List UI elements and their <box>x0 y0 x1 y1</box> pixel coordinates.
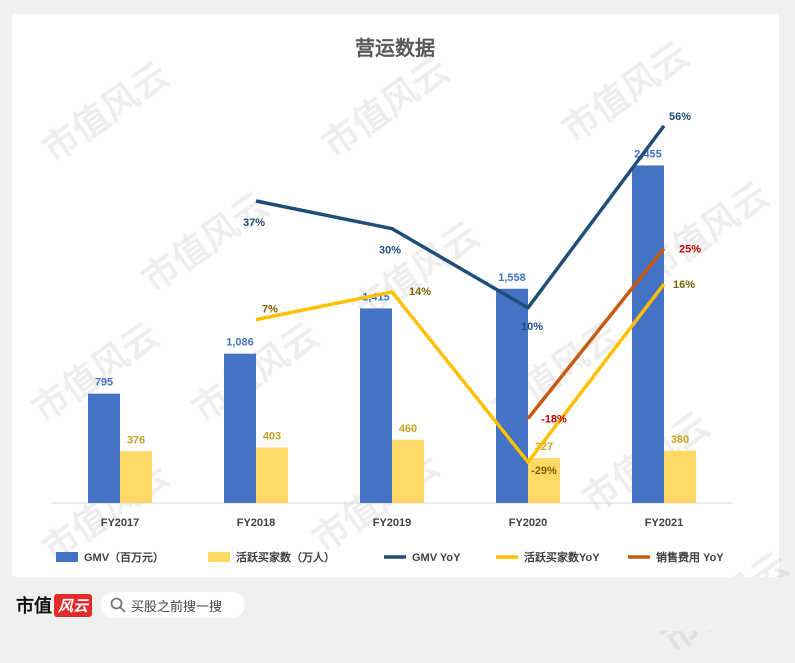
buyers-bar-label: 327 <box>535 441 553 453</box>
legend-gmv-text: GMV（百万元） <box>84 551 164 564</box>
legend-gmv-yoy-text: GMV YoY <box>412 552 461 564</box>
legend-gmv-swatch <box>56 552 78 562</box>
gmv-yoy-label: 56% <box>669 111 691 123</box>
gmv-bar <box>224 353 256 503</box>
buyers-yoy-line <box>255 282 666 464</box>
buyers-bar <box>392 439 424 503</box>
logo-text: 市值 <box>16 596 52 617</box>
x-tick-label: FY2019 <box>373 517 412 529</box>
gmv-bar <box>88 393 120 503</box>
buyers-bar <box>664 450 696 503</box>
buyers-bar <box>120 451 152 503</box>
gmv-bar-label: 795 <box>95 377 113 389</box>
buyers-yoy-label: 7% <box>262 304 278 316</box>
buyers-bar-label: 460 <box>399 423 417 435</box>
gmv-bar-label: 1,086 <box>226 337 254 349</box>
gmv-bar <box>496 288 528 503</box>
buyers-bar-label: 380 <box>671 434 689 446</box>
legend-buyers-swatch <box>208 552 230 562</box>
gmv-bar <box>360 308 392 503</box>
sales-expense-yoy-label: 25% <box>679 243 701 255</box>
gmv-yoy-line <box>255 124 666 310</box>
legend-buyers-yoy-text: 活跃买家数YoY <box>524 550 600 564</box>
gmv-yoy-label: 10% <box>521 321 543 333</box>
logo-badge: 风云 <box>54 593 93 617</box>
buyers-bar <box>256 447 288 503</box>
search-icon <box>110 597 126 613</box>
buyers-bar-label: 376 <box>127 434 145 446</box>
legend-buyers-text: 活跃买家数（万人） <box>236 550 335 564</box>
gmv-bar <box>632 165 664 503</box>
buyers-yoy-label: 14% <box>409 286 431 298</box>
legend-sales-yoy-text: 销售费用 YoY <box>656 550 724 564</box>
x-tick-label: FY2021 <box>645 517 684 529</box>
gmv-yoy-label: 37% <box>243 217 265 229</box>
sales-expense-yoy-label: -18% <box>541 414 567 426</box>
buyers-bar-label: 403 <box>263 431 281 443</box>
x-tick-label: FY2018 <box>237 517 276 529</box>
sales-expense-yoy-line <box>526 247 666 420</box>
footer-bar: 市值 风云 买股之前搜一搜 <box>0 577 795 631</box>
brand-logo[interactable]: 市值 风云 <box>16 593 93 617</box>
chart-title: 营运数据 <box>355 36 435 60</box>
x-tick-label: FY2020 <box>509 517 548 529</box>
buyers-yoy-label: 16% <box>673 279 695 291</box>
search-placeholder: 买股之前搜一搜 <box>131 598 223 614</box>
buyers-bar <box>528 458 560 503</box>
chart-card: 市值风云市值风云市值风云市值风云市值风云市值风云市值风云市值风云市值风云市值风云… <box>12 14 795 661</box>
search-box[interactable]: 买股之前搜一搜 <box>101 592 245 618</box>
x-tick-label: FY2017 <box>101 517 140 529</box>
buyers-yoy-label: -29% <box>531 465 557 477</box>
gmv-bar-label: 1,558 <box>498 272 526 284</box>
gmv-yoy-label: 30% <box>379 245 401 257</box>
